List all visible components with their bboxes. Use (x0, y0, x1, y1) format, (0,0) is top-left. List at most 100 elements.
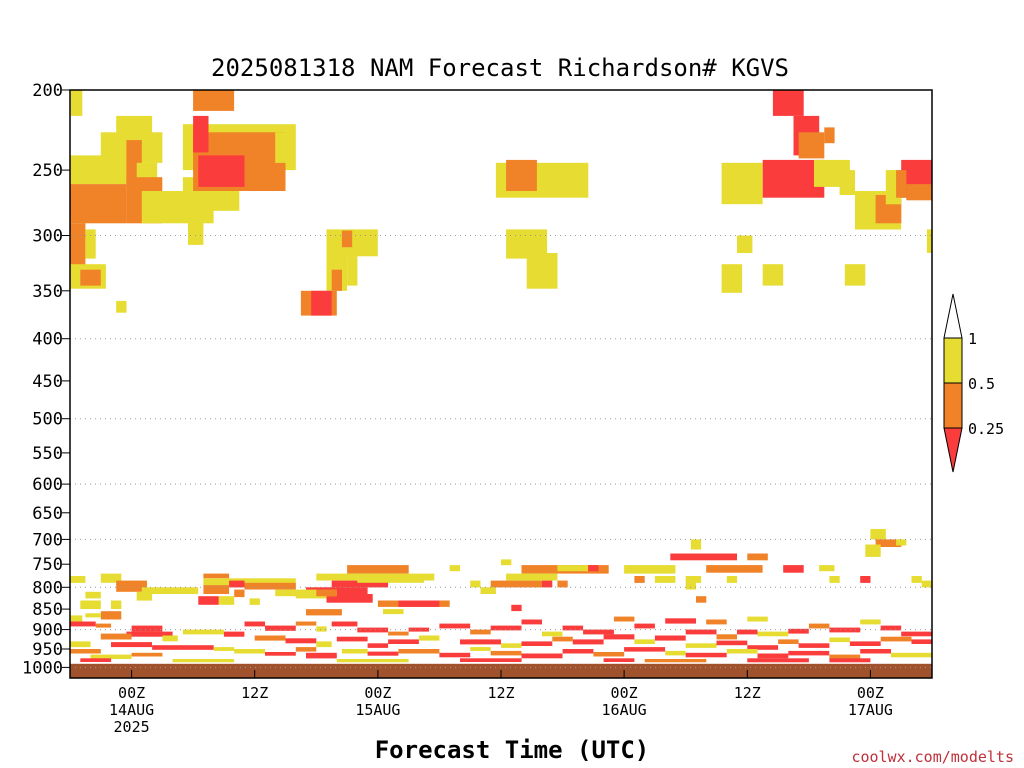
ri-cell-102 (198, 596, 219, 605)
ri-cell-41 (839, 170, 855, 195)
ri-cell-103 (218, 596, 235, 605)
ri-cell-210 (788, 650, 830, 656)
ri-cell-163 (521, 619, 542, 625)
ri-cell-202 (798, 643, 830, 648)
ri-cell-76 (588, 565, 599, 572)
ri-cell-184 (460, 658, 522, 662)
ri-cell-112 (136, 591, 153, 601)
ri-cell-84 (480, 587, 496, 594)
ri-cell-119 (70, 621, 96, 627)
ri-cell-203 (829, 637, 850, 643)
x-tick-label-54-0: 00Z (611, 684, 638, 702)
ri-cell-79 (542, 580, 553, 588)
ri-cell-152 (265, 652, 296, 656)
y-tick-label-850: 850 (32, 600, 63, 620)
ri-cell-53 (870, 529, 886, 540)
ri-cell-89 (357, 573, 424, 583)
y-tick-label-950: 950 (32, 640, 63, 660)
legend-bin-above-1 (943, 293, 963, 339)
ri-cell-115 (80, 600, 101, 609)
color-legend: 1 0.5 0.25 (943, 293, 1004, 473)
ri-cell-214 (747, 658, 809, 663)
x-tick-label-6-0: 00Z (118, 684, 145, 702)
ri-cell-117 (111, 600, 122, 609)
ri-cell-120 (95, 623, 112, 628)
ri-cell-132 (131, 652, 163, 657)
ri-cell-199 (716, 640, 748, 646)
y-tick-label-300: 300 (32, 227, 63, 247)
ri-cell-95 (398, 600, 440, 607)
ri-cell-138 (295, 621, 317, 626)
ri-cell-106 (275, 589, 337, 597)
ri-cell-68 (829, 576, 840, 583)
ri-cell-48 (926, 229, 932, 253)
ri-cell-178 (521, 653, 563, 659)
ri-cell-52 (844, 264, 866, 286)
ri-cell-165 (562, 625, 584, 631)
ri-cell-66 (726, 576, 738, 583)
ri-cell-127 (111, 642, 152, 648)
ri-cell-195 (860, 619, 881, 625)
y-tick-label-450: 450 (32, 372, 63, 392)
ri-cell-78 (490, 580, 542, 588)
ri-cell-40 (824, 127, 835, 144)
ri-cell-160 (439, 623, 471, 629)
ri-cell-21 (244, 170, 286, 191)
ri-cell-118 (70, 615, 83, 622)
ri-cell-208 (726, 649, 758, 654)
ri-cell-85 (511, 604, 522, 612)
ri-cell-170 (501, 643, 522, 648)
ri-cell-56 (896, 539, 907, 546)
ri-cell-205 (880, 636, 912, 642)
ri-cell-155 (341, 649, 368, 654)
ri-cell-193 (808, 623, 830, 629)
ri-cell-75 (557, 565, 589, 572)
x-tick-label-30-0: 00Z (364, 684, 391, 702)
x-tick-label-66-0: 12Z (734, 684, 761, 702)
ri-cell-186 (706, 619, 727, 625)
ri-cell-47 (906, 184, 932, 201)
ri-cell-147 (336, 636, 368, 642)
ri-cell-73 (696, 596, 707, 603)
ri-cell-150 (418, 635, 440, 641)
ri-cell-194 (829, 627, 861, 633)
ri-cell-192 (788, 628, 809, 634)
richardson-cells (70, 90, 932, 663)
ri-cell-211 (829, 654, 861, 659)
ri-cell-51 (762, 264, 784, 286)
ri-cell-37 (772, 90, 804, 116)
ri-cell-198 (685, 643, 717, 648)
ri-cell-28 (311, 290, 332, 316)
ri-cell-86 (347, 565, 409, 574)
ri-cell-181 (624, 647, 666, 652)
ri-cell-67 (634, 576, 645, 583)
source-credit: coolwx.com/modelts (851, 748, 1014, 766)
ri-cell-140 (331, 621, 358, 627)
ri-cell-196 (880, 625, 902, 631)
ri-cell-82 (470, 580, 481, 588)
x-tick-label-30-1: 15AUG (355, 701, 400, 719)
y-tick-label-200: 200 (32, 81, 63, 101)
ri-cell-151 (234, 649, 265, 654)
ri-cell-122 (131, 625, 163, 632)
ri-cell-158 (439, 652, 471, 658)
ri-cell-31 (506, 159, 537, 191)
ri-cell-64 (654, 576, 676, 583)
ri-cell-104 (234, 589, 245, 598)
ri-cell-164 (542, 631, 563, 637)
ri-cell-113 (85, 591, 101, 599)
ri-cell-0 (71, 90, 83, 116)
ri-cell-46 (896, 170, 907, 198)
ri-cell-126 (70, 641, 91, 648)
ri-cell-70 (911, 576, 922, 583)
ri-cell-108 (249, 598, 260, 605)
ri-cell-161 (470, 629, 491, 635)
x-tick-label-54-1: 16AUG (602, 701, 647, 719)
ri-cell-167 (613, 616, 635, 622)
x-tick-label-42-0: 12Z (487, 684, 514, 702)
y-tick-label-1000: 1000 (22, 658, 63, 678)
y-tick-label-500: 500 (32, 410, 63, 430)
ri-cell-200 (747, 645, 779, 650)
x-tick-label-6-2: 2025 (114, 718, 150, 736)
